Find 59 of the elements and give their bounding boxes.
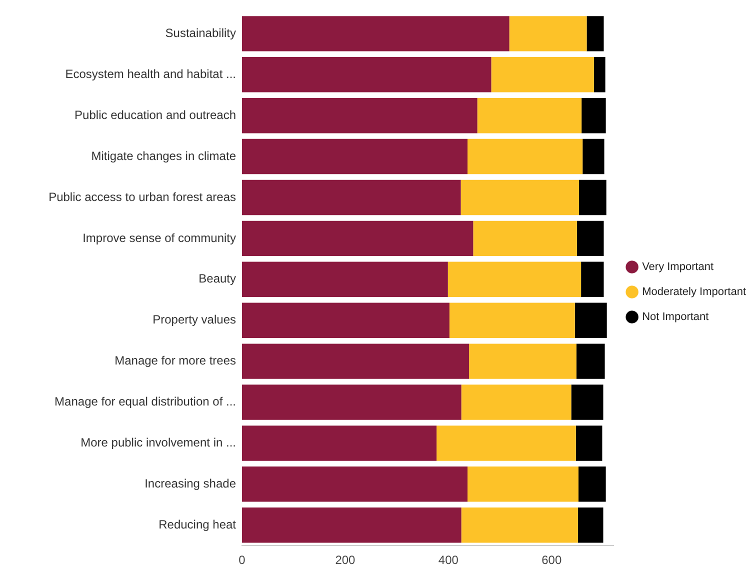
bar	[242, 466, 468, 502]
x-tick-label: 400	[438, 553, 459, 568]
bar	[242, 262, 448, 298]
bar	[242, 98, 478, 134]
bar	[578, 466, 606, 502]
y-tick-label: Property values	[152, 312, 236, 327]
y-tick-label: Reducing heat	[158, 517, 237, 532]
bar	[469, 344, 576, 379]
bar	[242, 344, 470, 379]
bar	[491, 57, 594, 92]
bar	[242, 220, 474, 256]
bar	[576, 344, 605, 379]
bar	[460, 180, 579, 216]
x-tick-label: 0	[238, 553, 246, 568]
bar	[477, 98, 582, 134]
bar	[509, 16, 587, 52]
y-tick-label: Manage for more trees	[114, 354, 236, 368]
bar	[594, 57, 606, 92]
bar	[473, 220, 577, 256]
bar	[448, 262, 582, 298]
bar	[574, 302, 607, 338]
y-tick-label: Public access to urban forest areas	[48, 190, 236, 204]
y-tick-label: Public education and outreach	[74, 108, 236, 122]
bar	[449, 302, 575, 338]
bar	[582, 138, 604, 174]
bar	[576, 426, 602, 461]
y-tick-label: Ecosystem health and habitat ...	[65, 66, 236, 81]
bar	[242, 180, 461, 216]
bar	[242, 302, 450, 338]
y-tick-label: Increasing shade	[144, 476, 236, 490]
bar	[571, 384, 604, 420]
bar	[242, 138, 468, 174]
y-tick-label: Beauty	[198, 272, 236, 286]
y-tick-label: Improve sense of community	[82, 230, 236, 245]
x-tick-label: 600	[542, 553, 562, 568]
x-tick-label: 200	[335, 553, 356, 568]
bar	[242, 426, 437, 461]
bar	[242, 57, 492, 92]
legend-label: Moderately Important	[642, 286, 746, 298]
bar	[461, 508, 578, 543]
bar	[586, 16, 604, 52]
y-tick-label: Sustainability	[165, 26, 236, 40]
bar	[578, 508, 604, 543]
bar	[468, 138, 583, 174]
bar	[578, 180, 606, 216]
bar	[576, 220, 604, 256]
bar	[242, 16, 510, 52]
bar	[242, 384, 462, 420]
legend-label: Very Important	[642, 261, 714, 274]
bar	[461, 384, 572, 420]
legend-label: Not Important	[642, 311, 709, 324]
bar	[581, 262, 604, 298]
bar	[468, 466, 578, 502]
y-tick-label: Manage for equal distribution of ...	[54, 394, 236, 409]
bar	[242, 508, 462, 543]
bar	[436, 426, 576, 461]
y-tick-label: Mitigate changes in climate	[91, 148, 236, 163]
y-tick-label: More public involvement in ...	[80, 436, 236, 450]
bar	[582, 98, 606, 134]
